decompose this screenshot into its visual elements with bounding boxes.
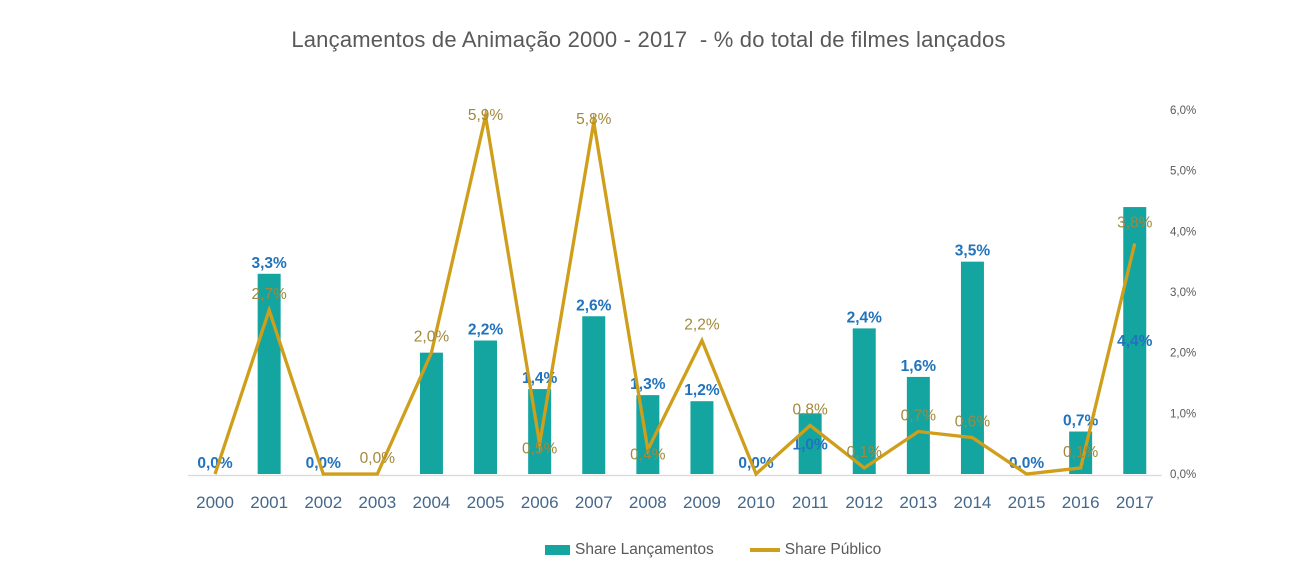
line-label-2001: 2,7% bbox=[251, 286, 287, 303]
line-label-2014: 0,6% bbox=[955, 414, 991, 431]
bar-2001 bbox=[257, 273, 281, 474]
x-axis-label-2007: 2007 bbox=[575, 493, 613, 512]
y-axis-label-5: 5,0% bbox=[1170, 166, 1196, 178]
y-axis-label-1: 1,0% bbox=[1170, 408, 1196, 420]
legend-item-share-lancamentos: Share Lançamentos bbox=[545, 541, 714, 559]
line-label-2013: 0,7% bbox=[901, 408, 937, 425]
x-axis-label-2002: 2002 bbox=[304, 493, 342, 512]
bar-2012 bbox=[852, 328, 876, 474]
x-axis-label-2013: 2013 bbox=[899, 493, 937, 512]
bar-label-2005: 2,2% bbox=[468, 322, 504, 339]
bar-label-2015: 0,0% bbox=[1009, 455, 1045, 472]
y-axis-label-6: 6,0% bbox=[1170, 105, 1196, 117]
bar-label-2011: 1,0% bbox=[792, 436, 828, 453]
x-axis-label-2011: 2011 bbox=[792, 493, 829, 512]
legend-label-share-lancamentos: Share Lançamentos bbox=[575, 541, 714, 558]
bar-2013 bbox=[906, 376, 930, 474]
x-axis-label-2004: 2004 bbox=[413, 493, 451, 512]
y-axis-label-3: 3,0% bbox=[1170, 287, 1196, 299]
bar-series-swatch-icon bbox=[545, 545, 570, 555]
bar-2009 bbox=[690, 401, 714, 474]
chart-title: Lançamentos de Animação 2000 - 2017 - % … bbox=[291, 27, 1006, 52]
share-publico-line bbox=[213, 107, 1137, 477]
bar-label-2014: 3,5% bbox=[955, 243, 991, 260]
line-label-2011: 0,8% bbox=[792, 401, 828, 418]
y-axis-label-0: 0,0% bbox=[1170, 469, 1196, 481]
x-axis-label-2008: 2008 bbox=[629, 493, 667, 512]
line-label-2007: 5,8% bbox=[576, 111, 612, 128]
x-axis-label-2000: 2000 bbox=[196, 493, 234, 512]
x-axis-label-2009: 2009 bbox=[683, 493, 721, 512]
bar-label-2000: 0,0% bbox=[197, 455, 233, 472]
line-label-2003: 0,0% bbox=[360, 450, 396, 467]
y-axis-label-4: 4,0% bbox=[1170, 226, 1196, 238]
bar-label-2013: 1,6% bbox=[901, 358, 937, 375]
line-label-2017: 3,8% bbox=[1117, 214, 1153, 231]
bar-2007 bbox=[582, 316, 606, 474]
bar-2004 bbox=[419, 352, 443, 474]
x-axis-label-2017: 2017 bbox=[1116, 493, 1154, 512]
chart-legend: Share Lançamentos Share Público bbox=[545, 541, 881, 559]
bar-label-2012: 2,4% bbox=[847, 309, 883, 326]
x-axis-label-2006: 2006 bbox=[521, 493, 559, 512]
x-axis-label-2003: 2003 bbox=[358, 493, 396, 512]
line-label-2016: 0,1% bbox=[1063, 444, 1099, 461]
legend-item-share-publico: Share Público bbox=[749, 541, 882, 559]
x-axis-label-2001: 2001 bbox=[250, 493, 288, 512]
line-label-2004: 2,0% bbox=[414, 329, 450, 346]
x-axis-label-2016: 2016 bbox=[1062, 493, 1100, 512]
line-label-2008: 0,4% bbox=[630, 447, 666, 464]
bar-label-2009: 1,2% bbox=[684, 382, 720, 399]
x-axis-label-2010: 2010 bbox=[737, 493, 775, 512]
bar-label-2007: 2,6% bbox=[576, 297, 612, 314]
bar-label-2017: 4,4% bbox=[1117, 333, 1153, 350]
bar-2014 bbox=[960, 261, 984, 474]
bar-2005 bbox=[474, 340, 498, 474]
y-axis-label-2: 2,0% bbox=[1170, 348, 1196, 360]
x-axis-label-2012: 2012 bbox=[845, 493, 883, 512]
bar-label-2002: 0,0% bbox=[306, 455, 342, 472]
line-label-2005: 5,9% bbox=[468, 107, 504, 124]
x-axis-label-2015: 2015 bbox=[1008, 493, 1046, 512]
line-label-2009: 2,2% bbox=[684, 317, 720, 334]
legend-label-share-publico: Share Público bbox=[784, 541, 882, 558]
line-label-2006: 0,5% bbox=[522, 441, 558, 458]
line-label-2012: 0,1% bbox=[847, 444, 883, 461]
bar-label-2001: 3,3% bbox=[251, 255, 287, 272]
x-axis-label-2014: 2014 bbox=[954, 493, 992, 512]
line-series-swatch-icon bbox=[749, 548, 780, 552]
x-axis-label-2005: 2005 bbox=[467, 493, 505, 512]
